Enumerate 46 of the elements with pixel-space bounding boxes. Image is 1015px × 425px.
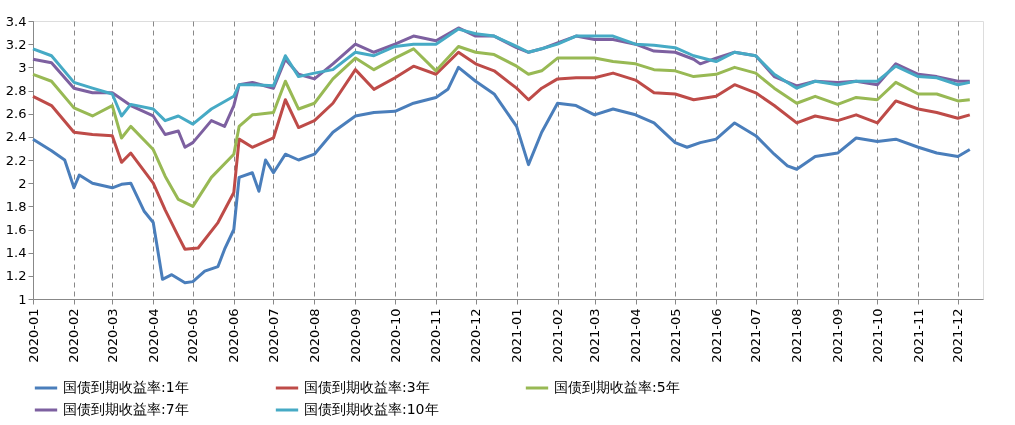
- x-tick-label: 2021-11: [910, 308, 926, 363]
- x-tick-label: 2021-01: [509, 308, 525, 363]
- x-tick-label: 2021-04: [628, 308, 643, 363]
- x-tick-label: 2021-03: [587, 308, 603, 363]
- x-tick-label: 2020-09: [347, 308, 363, 363]
- line-series: [31, 50, 972, 251]
- x-tick-label: 2021-05: [667, 308, 683, 363]
- legend-label: 国债到期收益率:1年: [63, 379, 189, 395]
- legend-label: 国债到期收益率:10年: [304, 401, 439, 417]
- x-tick-label: 2020-04: [145, 308, 161, 363]
- x-tick-label: 2020-02: [66, 308, 82, 363]
- x-tick-label: 2020-12: [468, 308, 484, 363]
- y-tick-label: 3.2: [5, 36, 27, 52]
- y-tick-label: 2.4: [5, 129, 27, 145]
- line-series: [31, 44, 972, 208]
- x-tick-label: 2021-09: [830, 308, 846, 363]
- x-tick-label: 2020-07: [265, 308, 281, 363]
- line-series: [31, 27, 972, 126]
- x-tick-label: 2021-07: [748, 308, 764, 363]
- x-tick-label: 2020-08: [306, 308, 322, 363]
- y-tick-label: 1.4: [5, 245, 27, 261]
- x-tick-label: 2021-08: [789, 308, 805, 363]
- y-tick-label: 3: [18, 59, 27, 75]
- legend-label: 国债到期收益率:7年: [63, 401, 189, 417]
- y-tick-label: 2: [18, 175, 27, 191]
- x-tick-label: 2020-05: [185, 308, 201, 363]
- y-tick-label: 1: [18, 291, 27, 307]
- x-tick-label: 2020-03: [104, 308, 120, 363]
- y-tick-label: 2.2: [5, 152, 27, 168]
- x-tick-label: 2020-11: [428, 308, 444, 363]
- x-tick-label: 2020-01: [25, 308, 41, 363]
- y-tick-label: 1.2: [5, 268, 27, 284]
- y-tick-label: 2.6: [5, 106, 27, 122]
- x-tick-label: 2020-06: [226, 308, 242, 363]
- y-tick-label: 1.6: [5, 222, 27, 237]
- x-tick-label: 2021-10: [869, 308, 885, 363]
- y-tick-label: 2.8: [5, 83, 27, 98]
- x-tick-label: 2020-10: [387, 308, 403, 363]
- y-tick-label: 3.4: [5, 13, 27, 29]
- legend-label: 国债到期收益率:3年: [304, 379, 430, 395]
- x-tick-label: 2021-02: [550, 308, 566, 363]
- x-tick-label: 2021-06: [708, 308, 724, 363]
- x-tick-label: 2021-12: [950, 308, 966, 363]
- line-series: [31, 65, 972, 285]
- legend-label: 国债到期收益率:5年: [554, 379, 680, 395]
- y-tick-label: 1.8: [5, 198, 27, 214]
